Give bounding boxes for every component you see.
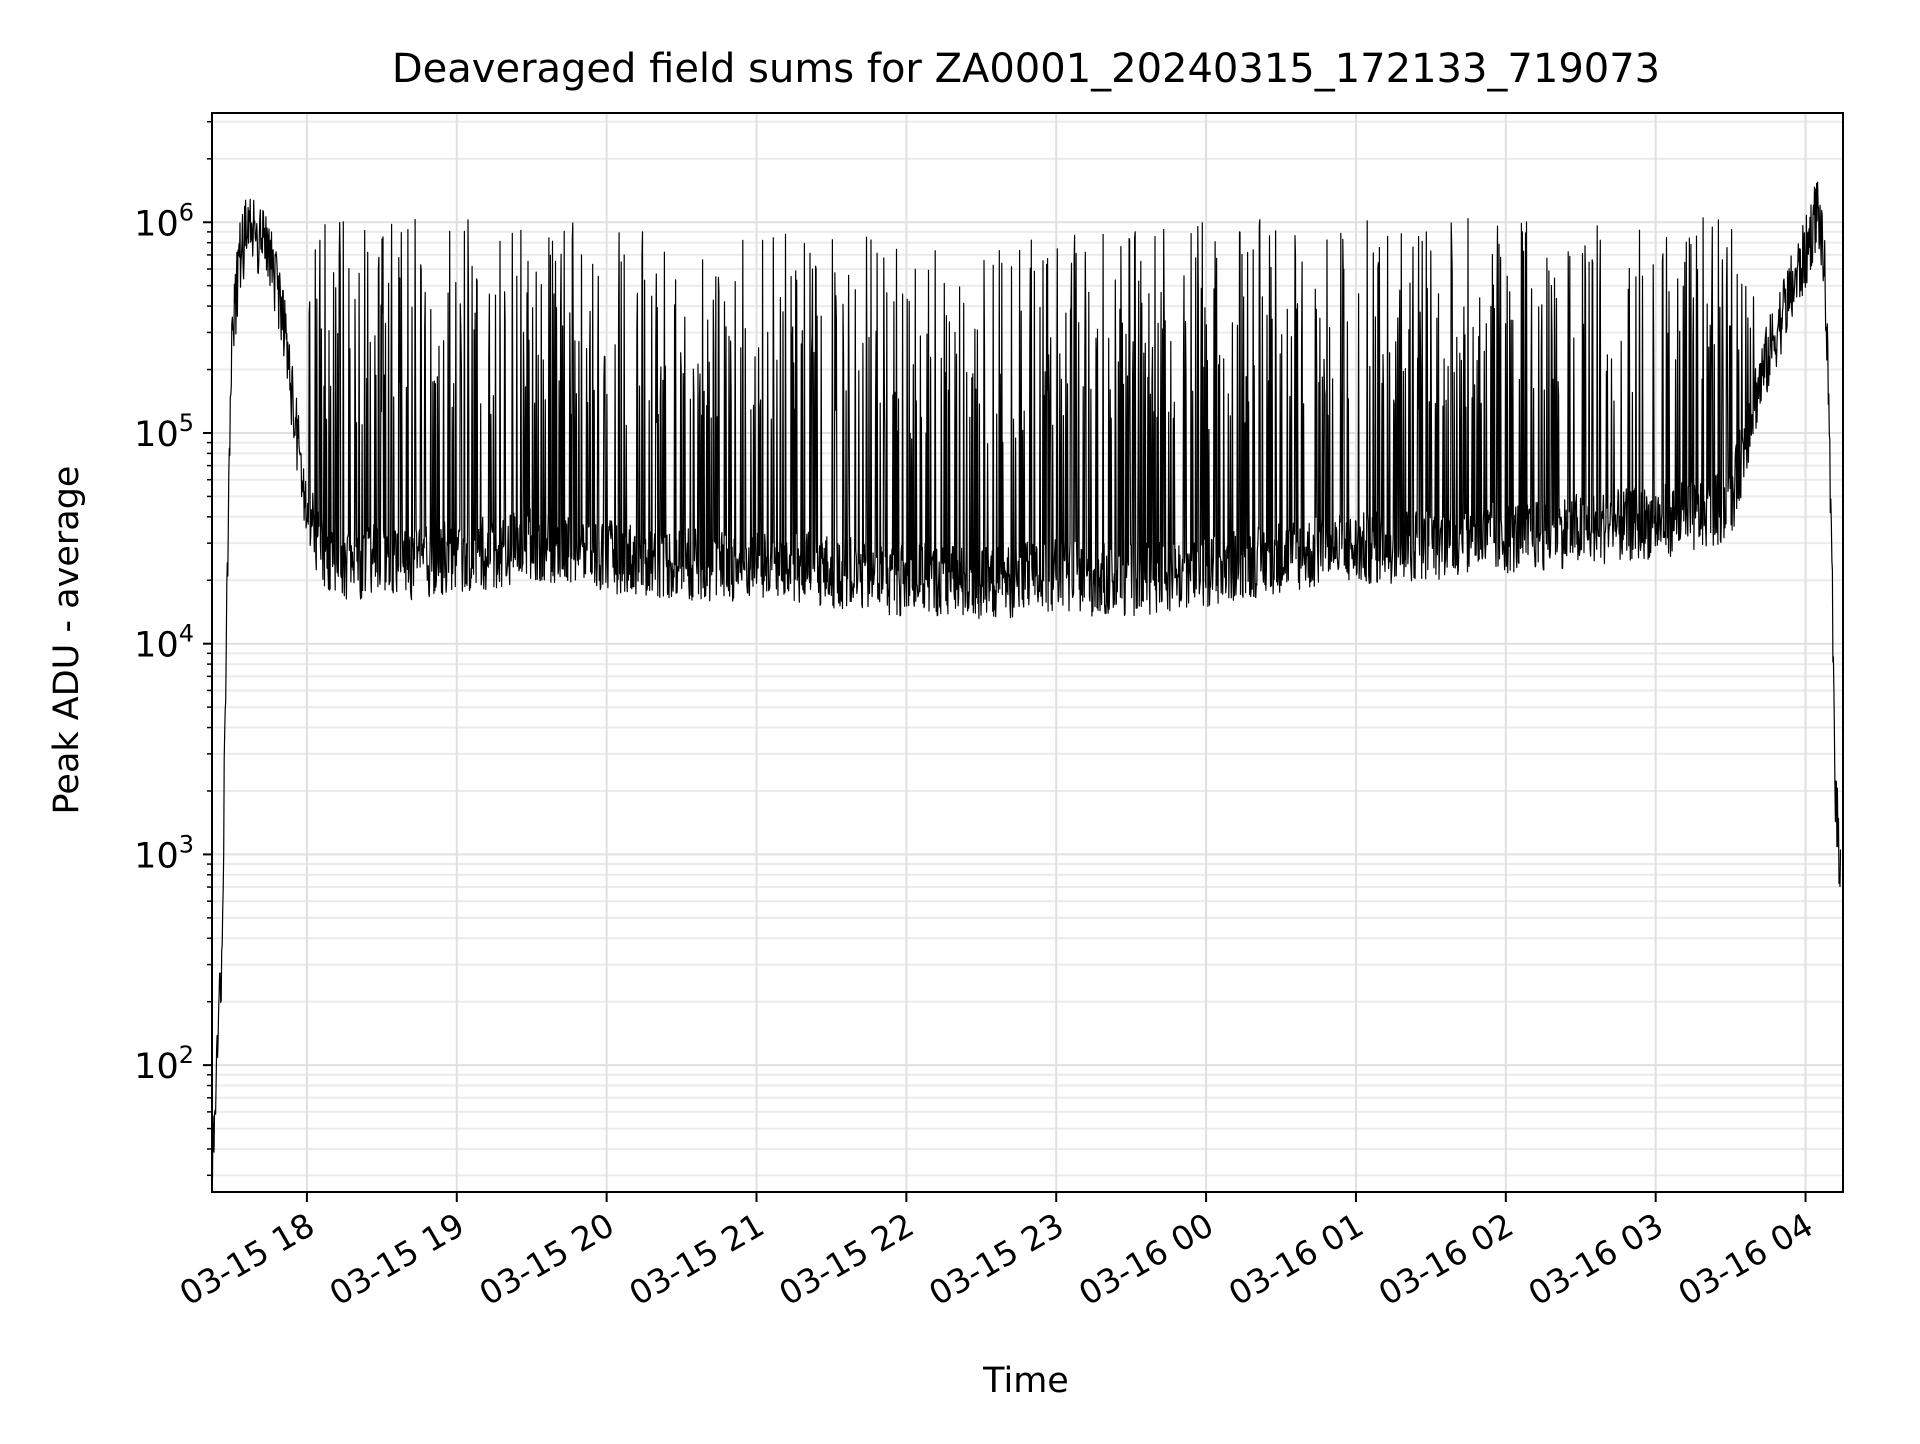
y-axis-label: Peak ADU - average (47, 466, 87, 815)
y-tick-label: 102 (134, 1041, 194, 1087)
series-line (211, 181, 1842, 1180)
data-series (211, 181, 1842, 1180)
chart-title: Deaveraged field sums for ZA0001_2024031… (392, 46, 1660, 92)
y-tick-label: 104 (134, 620, 194, 666)
grid-lines (212, 113, 1843, 1192)
plot-frame (211, 112, 1844, 1193)
x-axis-label: Time (982, 1361, 1069, 1401)
y-tick-label: 105 (134, 409, 194, 455)
y-tick-labels: 102 103 104 105 106 (134, 198, 194, 1087)
y-tick-label: 106 (134, 198, 194, 244)
y-tick-label: 103 (134, 830, 194, 876)
axis-ticks (203, 120, 1807, 1202)
